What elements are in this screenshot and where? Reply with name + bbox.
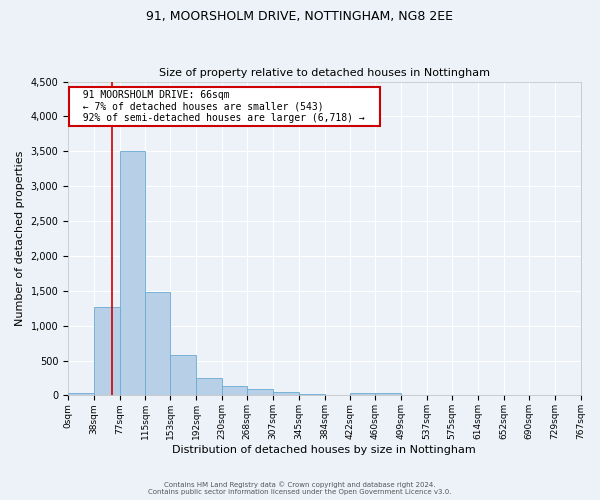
Text: Contains HM Land Registry data © Crown copyright and database right 2024.
Contai: Contains HM Land Registry data © Crown c… (148, 482, 452, 495)
Bar (170, 355, 196, 396)
Bar (325, 394, 350, 396)
Bar (350, 392, 376, 396)
Bar (94, 307, 119, 396)
Bar (145, 292, 170, 396)
Bar (119, 152, 145, 396)
X-axis label: Distribution of detached houses by size in Nottingham: Distribution of detached houses by size … (172, 445, 476, 455)
Text: 91 MOORSHOLM DRIVE: 66sqm  
  ← 7% of detached houses are smaller (543)  
  92% : 91 MOORSHOLM DRIVE: 66sqm ← 7% of detach… (71, 90, 377, 123)
Bar (247, 389, 273, 396)
Bar (273, 392, 299, 396)
Bar (68, 394, 94, 396)
Title: Size of property relative to detached houses in Nottingham: Size of property relative to detached ho… (159, 68, 490, 78)
Bar (299, 394, 325, 396)
Bar (376, 394, 401, 396)
Y-axis label: Number of detached properties: Number of detached properties (15, 151, 25, 326)
Text: 91, MOORSHOLM DRIVE, NOTTINGHAM, NG8 2EE: 91, MOORSHOLM DRIVE, NOTTINGHAM, NG8 2EE (146, 10, 454, 23)
Bar (222, 386, 247, 396)
Bar (196, 378, 222, 396)
